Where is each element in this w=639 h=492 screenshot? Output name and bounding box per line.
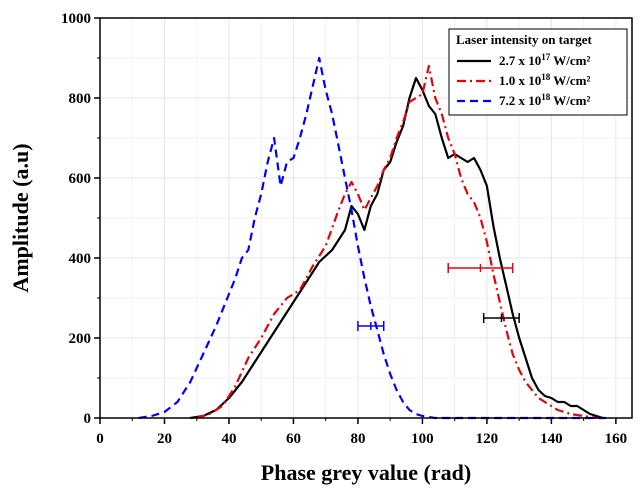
y-tick-label: 0 — [84, 411, 92, 427]
legend-label: 1.0 x 1018 W/cm² — [499, 72, 590, 88]
error-bar-layer — [357, 263, 520, 331]
y-tick-label: 1000 — [61, 11, 91, 27]
series-line-2 — [196, 64, 597, 420]
y-axis-title: Amplitude (a.u) — [8, 143, 33, 292]
x-tick-label: 60 — [286, 431, 301, 447]
y-tick-label: 600 — [69, 171, 92, 187]
legend-label: 7.2 x 1018 W/cm² — [499, 92, 590, 108]
axis-ticks: 0 20 40 60 80 100 120 140 160 0 200 400 600 800 1000 — [61, 11, 627, 447]
x-tick-label: 140 — [540, 431, 563, 447]
x-tick-label: 160 — [605, 431, 628, 447]
y-tick-label: 200 — [69, 331, 92, 347]
x-tick-label: 20 — [157, 431, 172, 447]
legend-box — [448, 28, 628, 116]
series-line-3 — [138, 56, 610, 420]
legend-entry: 2.7 x 1017 W/cm² — [457, 52, 590, 68]
x-tick-label: 80 — [350, 431, 365, 447]
error-bar — [357, 321, 385, 331]
x-axis-title: Phase grey value (rad) — [261, 460, 471, 485]
y-tick-label: 800 — [69, 91, 92, 107]
series-layer — [138, 56, 610, 420]
legend-entry: 1.0 x 1018 W/cm² — [457, 72, 590, 88]
x-tick-label: 100 — [411, 431, 434, 447]
x-tick-label: 120 — [476, 431, 499, 447]
legend-label: 2.7 x 1017 W/cm² — [499, 52, 590, 68]
x-tick-label: 40 — [221, 431, 236, 447]
x-tick-label: 0 — [96, 431, 104, 447]
error-bar — [482, 313, 520, 323]
legend-title: Laser intensity on target — [456, 32, 593, 47]
y-tick-label: 400 — [69, 251, 92, 267]
legend: Laser intensity on target 2.7 x 1017 W/c… — [448, 28, 628, 116]
legend-entry: 7.2 x 1018 W/cm² — [457, 92, 590, 108]
error-bar — [447, 263, 514, 273]
series-line-1 — [190, 76, 604, 420]
